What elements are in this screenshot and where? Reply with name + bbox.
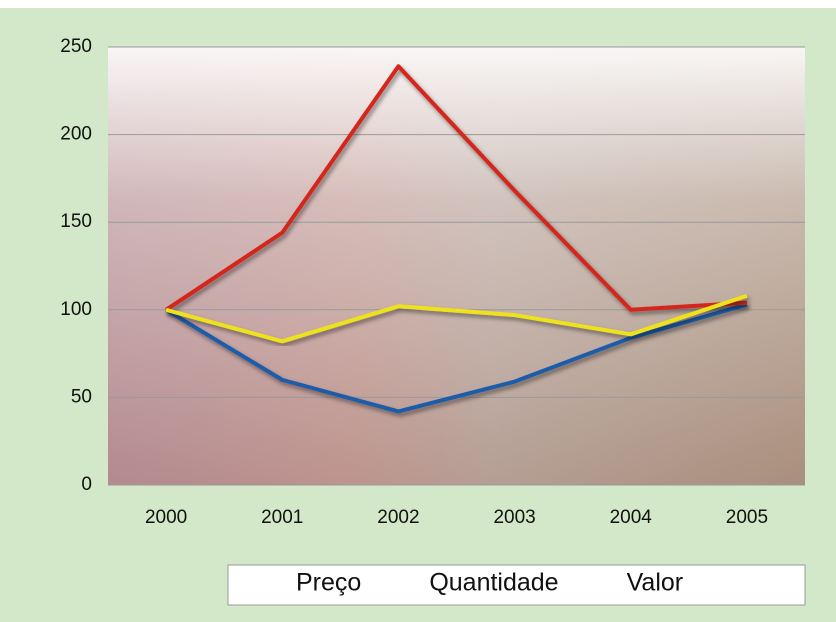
y-tick-label: 50 — [71, 386, 92, 407]
plot-fade — [108, 47, 805, 485]
y-tick-label: 100 — [60, 299, 92, 320]
legend-label: Valor — [627, 569, 684, 597]
legend-label: Preço — [296, 569, 361, 597]
x-tick-label: 2004 — [610, 507, 653, 528]
x-tick-label: 2003 — [493, 507, 535, 528]
y-tick-label: 150 — [60, 211, 92, 232]
chart: 0 50 100 150 200 250 2000 2001 2002 2003 2004 2005 P… — [0, 0, 836, 622]
x-tick-label: 2005 — [726, 507, 768, 528]
page: {"chart_data": {"type": "line", "categor… — [0, 0, 836, 622]
x-tick-label: 2002 — [377, 507, 419, 528]
x-tick-label: 2000 — [145, 507, 187, 528]
y-tick-label: 0 — [81, 474, 92, 495]
y-tick-label: 250 — [60, 36, 92, 57]
x-tick-label: 2001 — [261, 507, 303, 528]
y-tick-label: 200 — [60, 124, 92, 145]
legend-label: Quantidade — [429, 569, 558, 597]
top-strip — [0, 0, 836, 8]
